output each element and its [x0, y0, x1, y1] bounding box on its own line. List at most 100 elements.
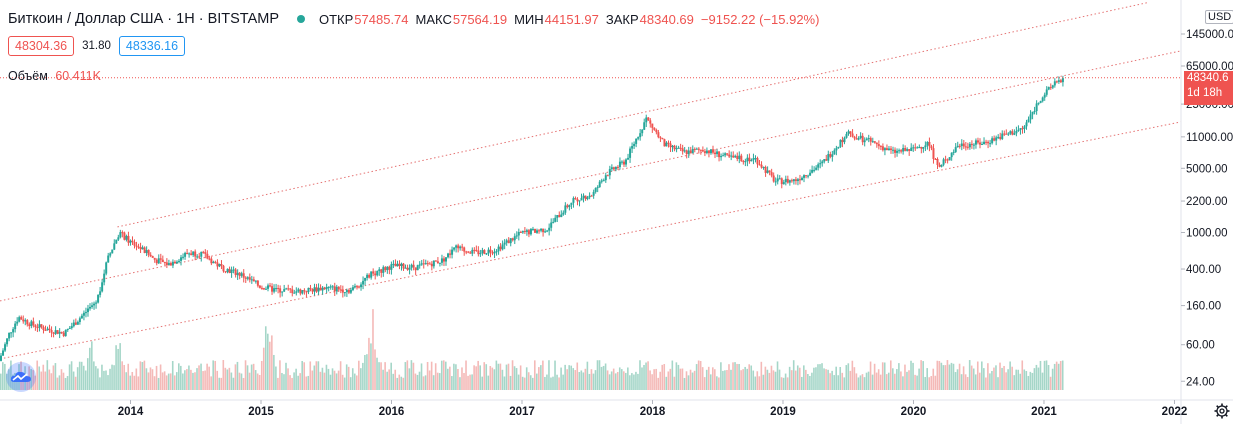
- candle-body: [503, 242, 506, 245]
- volume-bar: [438, 373, 441, 390]
- quote-row: 48304.36 31.80 48336.16: [8, 36, 186, 56]
- volume-bar: [540, 365, 542, 390]
- candle-body: [679, 147, 682, 149]
- candle-body: [574, 198, 577, 200]
- candle-body: [889, 148, 892, 150]
- volume-bar: [135, 368, 138, 390]
- candle-body: [447, 253, 450, 258]
- high-value: 57564.19: [452, 11, 508, 27]
- candle-body: [99, 291, 102, 295]
- volume-bar: [333, 370, 336, 390]
- volume-bar: [685, 371, 688, 390]
- gear-icon[interactable]: [1214, 403, 1230, 419]
- volume-bar: [313, 365, 316, 390]
- candle-body: [562, 212, 565, 215]
- candle-body: [107, 255, 110, 263]
- candle-body: [1035, 103, 1038, 112]
- volume-bar: [784, 373, 787, 390]
- candle-body: [319, 287, 322, 291]
- volume-bar: [833, 375, 835, 390]
- candle-body: [1029, 114, 1032, 120]
- candle-body: [940, 164, 943, 167]
- candle-body: [362, 280, 365, 285]
- candle-body: [703, 151, 706, 154]
- volume-bar: [809, 375, 811, 390]
- candle-body: [467, 251, 470, 253]
- volume-bar: [266, 333, 269, 390]
- candle-body: [252, 279, 255, 282]
- volume-bar: [760, 361, 763, 390]
- volume-bar: [147, 372, 150, 390]
- volume-bar: [388, 369, 390, 390]
- ask-button[interactable]: 48336.16: [118, 36, 186, 56]
- volume-bar: [248, 372, 251, 390]
- volume-bar: [184, 370, 186, 390]
- candle-body: [301, 290, 304, 294]
- volume-bar: [786, 377, 789, 390]
- candle-body: [730, 155, 733, 157]
- candle-body: [157, 258, 160, 264]
- volume-bar: [91, 341, 93, 390]
- volume-bar: [244, 360, 247, 390]
- volume-bar: [60, 369, 63, 390]
- candle-body: [661, 138, 664, 140]
- currency-label[interactable]: USD: [1205, 10, 1233, 24]
- volume-bar: [497, 363, 500, 390]
- x-tick-label: 2019: [770, 406, 796, 418]
- volume-bar: [1027, 375, 1030, 390]
- volume-bar: [404, 362, 407, 390]
- candle-body: [728, 154, 731, 157]
- volume-bar: [42, 364, 45, 390]
- candle-body: [266, 285, 269, 289]
- volume-bar: [1003, 365, 1005, 390]
- y-tick-label: 5000.00: [1186, 163, 1228, 175]
- candle-body: [471, 249, 474, 254]
- volume-bar: [570, 365, 573, 390]
- volume-bar: [84, 370, 87, 390]
- volume-bar: [968, 360, 971, 390]
- volume-bar: [459, 377, 461, 390]
- volume-bar: [295, 368, 297, 390]
- candle-body: [10, 332, 13, 334]
- volume-bar: [347, 366, 350, 390]
- candle-body: [625, 159, 628, 165]
- volume-bar: [105, 370, 107, 390]
- candle-body: [167, 263, 170, 266]
- candle-body: [121, 232, 124, 234]
- volume-bar: [271, 335, 273, 390]
- candle-body: [946, 159, 949, 161]
- volume-bar: [657, 377, 659, 390]
- volume-bar: [220, 377, 223, 390]
- bid-button[interactable]: 48304.36: [8, 36, 75, 56]
- volume-bar: [262, 347, 265, 390]
- volume-bar: [912, 362, 914, 390]
- candle-body: [333, 286, 336, 292]
- volume-bar: [857, 377, 860, 390]
- volume-bar: [647, 361, 649, 390]
- candle-body: [685, 150, 688, 154]
- candle-body: [991, 138, 994, 144]
- volume-bar: [192, 372, 194, 390]
- volume-bar: [649, 370, 651, 390]
- candle-body: [151, 256, 154, 258]
- volume-bar: [141, 362, 144, 390]
- candle-body: [2, 350, 5, 356]
- candle-body: [184, 252, 187, 257]
- volume-bar: [1045, 360, 1048, 390]
- candle-body: [177, 260, 180, 262]
- symbol-title[interactable]: Биткоин / Доллар США · 1Н · BITSTAMP: [8, 11, 279, 27]
- candle-body: [36, 327, 39, 329]
- candle-body: [699, 149, 702, 151]
- candle-body: [614, 166, 617, 170]
- volume-bar: [1019, 373, 1022, 390]
- candle-body: [966, 146, 969, 148]
- volume-bar: [633, 374, 635, 390]
- candle-body: [981, 144, 984, 146]
- volume-legend[interactable]: Объём 60.411K: [8, 69, 101, 83]
- candle-body: [829, 154, 832, 157]
- volume-bar: [637, 373, 639, 390]
- candle-body: [414, 267, 417, 271]
- candle-body: [784, 178, 787, 183]
- candle-body: [0, 355, 2, 361]
